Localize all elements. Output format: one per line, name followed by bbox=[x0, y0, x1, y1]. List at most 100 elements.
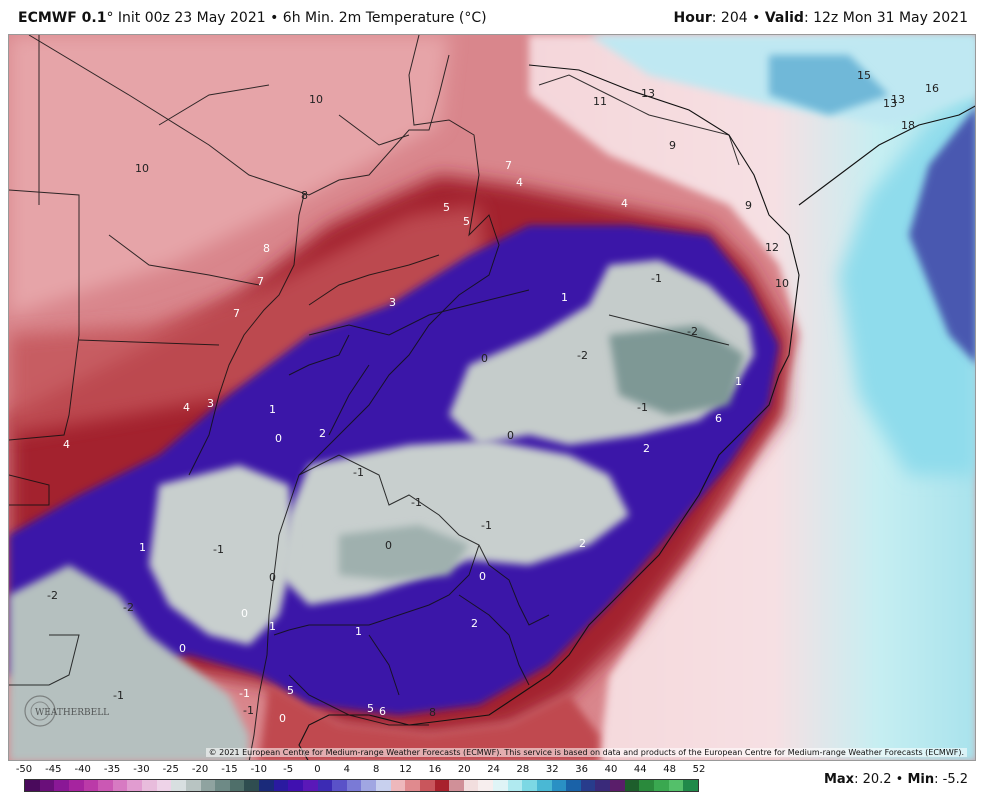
legend-color-swatch bbox=[185, 780, 201, 791]
temp-label: 13 bbox=[891, 93, 905, 106]
temp-label: 2 bbox=[471, 617, 478, 630]
legend-color-swatch bbox=[346, 780, 362, 791]
temp-label: -2 bbox=[123, 601, 134, 614]
map-canvas: 10 10 11 13 15 16 13 13 18 9 9 8 8 7 7 7… bbox=[9, 35, 975, 760]
temperature-map: 10 10 11 13 15 16 13 13 18 9 9 8 8 7 7 7… bbox=[8, 34, 976, 761]
legend-color-swatch bbox=[507, 780, 523, 791]
temp-label: -1 bbox=[239, 687, 250, 700]
legend-color-swatch bbox=[361, 780, 376, 791]
legend-color-swatch bbox=[171, 780, 186, 791]
min-value: : -5.2 bbox=[934, 772, 968, 787]
legend-color-swatch bbox=[98, 780, 113, 791]
frost-zone-west bbox=[149, 465, 294, 645]
legend-color-swatch bbox=[683, 780, 698, 791]
map-header: ECMWF 0.1° Init 00z 23 May 2021 • 6h Min… bbox=[0, 0, 984, 34]
legend-tick-label: 44 bbox=[633, 764, 647, 775]
legend-tick-label: -30 bbox=[133, 764, 150, 775]
cool-patch-n bbox=[769, 55, 889, 115]
legend-tick-label: -25 bbox=[162, 764, 179, 775]
legend-tick-label: 24 bbox=[487, 764, 500, 775]
frost-zone-coldest bbox=[609, 325, 744, 415]
valid-value: : 12z Mon 31 May 2021 bbox=[803, 10, 968, 26]
legend-color-swatch bbox=[449, 780, 464, 791]
legend-color-swatch bbox=[244, 780, 259, 791]
country-borders bbox=[9, 35, 740, 760]
legend-color-swatch bbox=[390, 780, 406, 791]
logo-text: WEATHERBELL bbox=[35, 708, 109, 718]
legend-color-swatch bbox=[566, 780, 581, 791]
legend-tick-label: 4 bbox=[343, 764, 350, 775]
legend-tick-label: -20 bbox=[191, 764, 209, 775]
legend-tick-label: 16 bbox=[428, 764, 442, 775]
legend-tick-label: 0 bbox=[314, 764, 321, 775]
color-legend: -50 -45 -40 -35 -30 -25 -20 -15 -10 -5 0 4 8 12 16 20 24… bbox=[16, 764, 708, 804]
temp-label: 4 bbox=[621, 197, 628, 210]
temp-label: 9 bbox=[745, 199, 752, 212]
frost-zone-sw bbox=[9, 565, 249, 760]
legend-color-swatch bbox=[200, 780, 216, 791]
legend-color-swatch bbox=[288, 780, 303, 791]
legend-tick-label: -5 bbox=[283, 764, 294, 775]
legend-color-swatch bbox=[434, 780, 450, 791]
temp-label: 5 bbox=[463, 215, 470, 228]
temp-label: 8 bbox=[263, 242, 270, 255]
warm-coast-south bbox=[259, 685, 599, 760]
temp-label: 10 bbox=[135, 162, 149, 175]
legend-color-swatch bbox=[332, 780, 347, 791]
valid-label: Valid bbox=[764, 10, 804, 26]
legend-color-swatch bbox=[668, 780, 684, 791]
temp-label: 7 bbox=[505, 159, 512, 172]
temp-label: 0 bbox=[275, 432, 282, 445]
legend-tick-label: 48 bbox=[663, 764, 677, 775]
temp-label: 0 bbox=[241, 607, 248, 620]
legend-color-swatch bbox=[376, 780, 391, 791]
temp-label: 2 bbox=[579, 537, 586, 550]
legend-color-swatch bbox=[39, 780, 55, 791]
coastline-north bbox=[798, 105, 975, 206]
hour-label: Hour bbox=[673, 10, 712, 26]
legend-tick-label: 40 bbox=[604, 764, 618, 775]
legend-tick-label: -35 bbox=[103, 764, 121, 775]
legend-color-swatch bbox=[493, 780, 508, 791]
legend-tick-label: -45 bbox=[45, 764, 62, 775]
legend-tick-label: 36 bbox=[575, 764, 588, 775]
temp-label: 8 bbox=[301, 189, 308, 202]
warm-band-mid bbox=[9, 205, 489, 435]
legend-color-swatch bbox=[624, 780, 640, 791]
temp-label: 5 bbox=[367, 702, 374, 715]
temp-label: 3 bbox=[207, 397, 214, 410]
temp-label: 0 bbox=[179, 642, 186, 655]
temp-label: 8 bbox=[429, 706, 436, 719]
temp-label: 10 bbox=[775, 277, 789, 290]
weatherbell-logo: WEATHERBELL bbox=[24, 695, 109, 727]
legend-color-swatch bbox=[156, 780, 172, 791]
temp-label: 5 bbox=[443, 201, 450, 214]
temp-label: 6 bbox=[715, 412, 722, 425]
temp-label: 1 bbox=[269, 403, 276, 416]
legend-color-swatch bbox=[142, 780, 157, 791]
legend-color-swatch bbox=[54, 780, 69, 791]
temp-label: 1 bbox=[355, 625, 362, 638]
frost-zone-inner bbox=[339, 525, 469, 580]
max-value: : 20.2 • bbox=[854, 772, 908, 787]
temp-label: 0 bbox=[385, 539, 392, 552]
legend-color-swatch bbox=[112, 780, 128, 791]
legend-color-swatch bbox=[215, 780, 230, 791]
temp-label: 12 bbox=[765, 241, 779, 254]
temp-label: -2 bbox=[47, 589, 58, 602]
min-label: Min bbox=[907, 772, 935, 787]
legend-tick-label: 12 bbox=[399, 764, 412, 775]
legend-color-swatch bbox=[419, 780, 435, 791]
temp-label: -1 bbox=[353, 466, 364, 479]
coastline bbox=[298, 64, 800, 760]
temp-label: 4 bbox=[183, 401, 190, 414]
cold-ocean-east bbox=[909, 107, 975, 363]
legend-color-swatch bbox=[273, 780, 289, 791]
temp-label: 4 bbox=[516, 176, 523, 189]
legend-color-swatch bbox=[653, 780, 669, 791]
temp-label: 10 bbox=[309, 93, 323, 106]
temp-label: 1 bbox=[139, 541, 146, 554]
valid-time: Hour: 204 • Valid: 12z Mon 31 May 2021 bbox=[674, 10, 968, 26]
model-name: ECMWF 0.1 bbox=[18, 10, 107, 26]
temp-label: 0 bbox=[481, 352, 488, 365]
